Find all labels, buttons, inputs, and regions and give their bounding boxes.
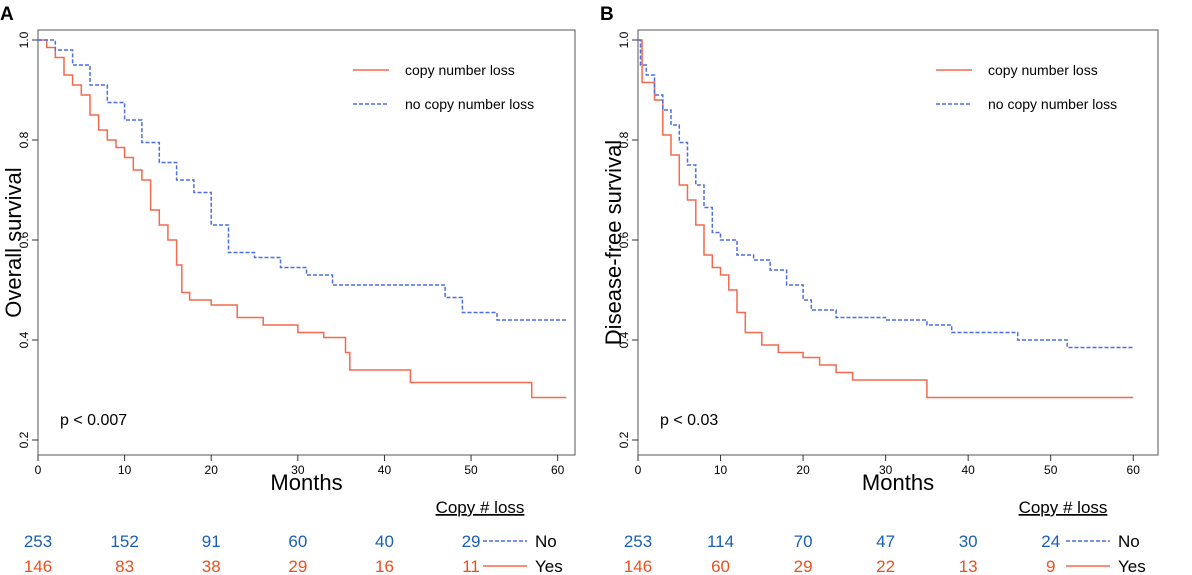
risk-count: 83 bbox=[115, 557, 134, 575]
x-tick-label: 50 bbox=[464, 463, 478, 477]
x-tick-label: 10 bbox=[714, 463, 728, 477]
risk-count: 146 bbox=[24, 557, 52, 575]
risk-table-title: Copy # loss bbox=[1019, 498, 1108, 517]
risk-count: 11 bbox=[462, 557, 480, 575]
x-tick-label: 60 bbox=[1127, 463, 1141, 477]
risk-row-label: Yes bbox=[1118, 557, 1146, 575]
y-tick-label: 0.8 bbox=[17, 131, 31, 148]
x-tick-label: 40 bbox=[378, 463, 392, 477]
risk-count: 30 bbox=[959, 532, 978, 551]
p-value-annotation: p < 0.007 bbox=[60, 412, 127, 429]
risk-count: 91 bbox=[202, 532, 221, 551]
legend-label: copy number loss bbox=[988, 62, 1098, 78]
y-tick-label: 1.0 bbox=[617, 31, 631, 48]
risk-count: 29 bbox=[794, 557, 813, 575]
risk-count: 47 bbox=[876, 532, 895, 551]
risk-count: 60 bbox=[711, 557, 730, 575]
legend-label: no copy number loss bbox=[988, 96, 1117, 112]
risk-count: 22 bbox=[876, 557, 895, 575]
p-value-annotation: p < 0.03 bbox=[660, 412, 718, 429]
risk-table: Copy # loss 253 114 70 47 30 24 No 146 60 29 22 13 9 Y… bbox=[624, 498, 1146, 575]
x-tick-label: 0 bbox=[35, 463, 42, 477]
risk-count: 146 bbox=[624, 557, 652, 575]
y-tick-label: 0.6 bbox=[17, 231, 31, 248]
legend-label: copy number loss bbox=[405, 62, 515, 78]
risk-count: 114 bbox=[707, 532, 734, 551]
x-tick-label: 10 bbox=[118, 463, 132, 477]
y-axis-label: Disease-free survival bbox=[601, 140, 626, 345]
series-line-copy-number-loss bbox=[38, 39, 567, 399]
series-line-copy-number-loss bbox=[638, 39, 1134, 399]
x-tick-label: 60 bbox=[551, 463, 565, 477]
risk-count: 29 bbox=[462, 532, 481, 551]
y-tick-label: 0.4 bbox=[617, 331, 631, 348]
y-axis-label: Overall survival bbox=[1, 167, 26, 317]
x-tick-label: 20 bbox=[796, 463, 810, 477]
y-tick-label: 0.2 bbox=[617, 431, 631, 448]
panel-label: A bbox=[0, 4, 14, 25]
x-tick-label: 40 bbox=[961, 463, 975, 477]
risk-count: 29 bbox=[288, 557, 307, 575]
y-tick-label: 1.0 bbox=[17, 31, 31, 48]
legend-label: no copy number loss bbox=[405, 96, 534, 112]
plot-frame bbox=[637, 29, 1159, 456]
risk-count: 38 bbox=[202, 557, 221, 575]
series-line-no-copy-number-loss bbox=[38, 39, 567, 321]
panel-a: A 0 10 20 30 40 50 60 0.2 0.4 0.6 0.8 1.0 Months Overa… bbox=[0, 4, 576, 575]
panel-label: B bbox=[600, 4, 614, 25]
panel-b: B 0 10 20 30 40 50 60 0.2 0.4 0.6 0.8 1.0 Months Disea… bbox=[600, 4, 1159, 575]
risk-count: 24 bbox=[1041, 532, 1060, 551]
plot-frame bbox=[37, 29, 576, 456]
risk-count: 13 bbox=[959, 557, 978, 575]
y-tick-label: 0.6 bbox=[617, 231, 631, 248]
risk-count: 60 bbox=[288, 532, 307, 551]
x-axis-label: Months bbox=[862, 470, 934, 495]
risk-table: Copy # loss 253 152 91 60 40 29 No 146 83 38 29 16 11… bbox=[24, 498, 563, 575]
risk-row-label: No bbox=[1118, 532, 1140, 551]
y-tick-label: 0.2 bbox=[17, 431, 31, 448]
y-tick-label: 0.8 bbox=[617, 131, 631, 148]
risk-count: 152 bbox=[110, 532, 138, 551]
series-line-no-copy-number-loss bbox=[638, 39, 1134, 349]
x-tick-label: 0 bbox=[635, 463, 642, 477]
risk-table-title: Copy # loss bbox=[436, 498, 525, 517]
x-tick-label: 20 bbox=[205, 463, 219, 477]
x-axis-label: Months bbox=[270, 470, 342, 495]
risk-row-label: No bbox=[535, 532, 557, 551]
risk-count: 16 bbox=[375, 557, 394, 575]
risk-count: 40 bbox=[375, 532, 394, 551]
risk-count: 9 bbox=[1046, 557, 1055, 575]
x-tick-label: 30 bbox=[879, 463, 893, 477]
risk-count: 253 bbox=[24, 532, 52, 551]
risk-row-label: Yes bbox=[535, 557, 563, 575]
risk-count: 253 bbox=[624, 532, 652, 551]
x-tick-label: 50 bbox=[1044, 463, 1058, 477]
x-tick-label: 30 bbox=[291, 463, 305, 477]
risk-count: 70 bbox=[794, 532, 813, 551]
y-tick-label: 0.4 bbox=[17, 331, 31, 348]
